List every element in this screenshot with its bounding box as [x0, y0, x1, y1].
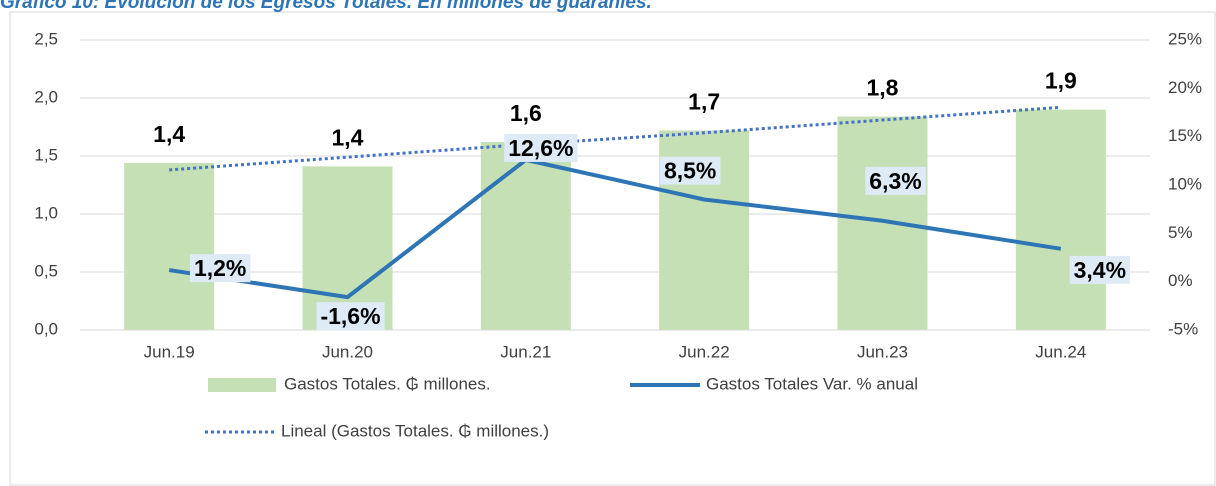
- y2-tick-label: 20%: [1168, 78, 1202, 97]
- x-tick-label: Jun.24: [1035, 342, 1086, 361]
- line: [168, 157, 1062, 300]
- y2-tick-label: 15%: [1168, 126, 1202, 145]
- bar: [1015, 109, 1106, 330]
- y-tick-label: 2,0: [34, 87, 58, 106]
- x-tick-label: Jun.21: [500, 342, 551, 361]
- data-label: 1,2%: [194, 255, 246, 281]
- data-label: 1,4: [332, 125, 364, 151]
- y2-tick-label: -5%: [1168, 319, 1198, 338]
- data-label: -1,6%: [320, 303, 380, 329]
- x-tick-label: Jun.22: [679, 342, 730, 361]
- legend-label: Gastos Totales. ₲ millones.: [284, 374, 491, 393]
- y-tick-label: 0,5: [34, 261, 58, 280]
- data-label: 12,6%: [508, 135, 573, 161]
- data-label-box: [865, 166, 926, 195]
- data-label: 1,9: [1045, 68, 1077, 94]
- data-label-box: [316, 302, 385, 331]
- data-label-box: [189, 254, 251, 283]
- data-label: 6,3%: [869, 168, 921, 194]
- data-label-box: [1069, 255, 1131, 284]
- x-tick-label: Jun.19: [144, 342, 195, 361]
- y-tick-label: 2,5: [34, 29, 58, 48]
- bar: [837, 116, 928, 330]
- data-label: 8,5%: [664, 158, 716, 184]
- data-label: 3,4%: [1074, 257, 1126, 283]
- data-label: 1,4: [153, 121, 185, 147]
- data-label-box: [659, 156, 721, 185]
- trendline: [169, 105, 1061, 172]
- y2-tick-label: 5%: [1168, 223, 1193, 242]
- data-label: 1,6: [510, 100, 542, 126]
- y2-tick-label: 10%: [1168, 174, 1202, 193]
- y2-tick-label: 25%: [1168, 29, 1202, 48]
- y2-tick-label: 0%: [1168, 271, 1193, 290]
- legend-label: Lineal (Gastos Totales. ₲ millones.): [281, 421, 549, 440]
- y-tick-label: 1,5: [34, 145, 58, 164]
- data-label-box: [504, 133, 578, 162]
- x-tick-label: Jun.23: [857, 342, 908, 361]
- data-label: 1,8: [867, 75, 899, 101]
- bar: [124, 162, 215, 330]
- legend-label: Gastos Totales Var. % anual: [706, 374, 918, 393]
- y-tick-label: 0,0: [34, 319, 58, 338]
- data-label: 1,7: [688, 89, 720, 115]
- legend-swatch: [208, 378, 276, 392]
- x-tick-label: Jun.20: [322, 342, 373, 361]
- bar: [480, 142, 571, 330]
- chart-title: Gráfico 10: Evolución de los Egresos Tot…: [0, 0, 652, 13]
- y-tick-label: 1,0: [34, 203, 58, 222]
